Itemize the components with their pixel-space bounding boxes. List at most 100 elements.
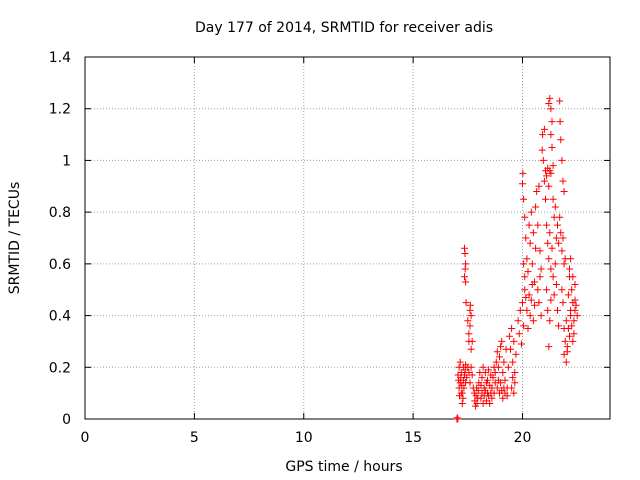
data-point: [460, 384, 468, 392]
data-point: [462, 278, 470, 286]
data-point: [503, 392, 511, 400]
data-point: [552, 234, 560, 242]
data-point: [549, 162, 557, 170]
data-point: [486, 400, 494, 407]
data-point: [536, 273, 544, 281]
data-point: [466, 301, 474, 309]
data-point: [544, 306, 552, 314]
data-point: [474, 387, 482, 395]
y-tick-label: 0.8: [49, 205, 71, 221]
data-point: [557, 136, 565, 144]
data-point: [548, 144, 556, 151]
data-point: [526, 312, 534, 320]
data-point: [500, 384, 508, 392]
data-point: [512, 350, 520, 358]
data-point: [466, 322, 474, 330]
data-point: [546, 229, 554, 237]
data-point: [561, 337, 569, 345]
data-point: [519, 299, 526, 307]
data-point: [571, 296, 579, 304]
data-point: [509, 374, 517, 382]
data-point: [558, 247, 566, 255]
data-point: [543, 286, 551, 294]
data-point: [545, 182, 553, 190]
data-point: [525, 221, 533, 229]
data-point: [542, 195, 549, 203]
data-point: [539, 131, 547, 139]
y-axis-label: SRMTID / TECUs: [7, 182, 23, 295]
y-tick-label: 0: [62, 412, 71, 428]
data-points: [453, 94, 581, 423]
data-point: [549, 195, 557, 203]
data-point: [566, 265, 573, 273]
data-point: [528, 281, 536, 288]
data-point: [543, 172, 551, 180]
data-point: [549, 273, 557, 281]
data-point: [526, 239, 534, 247]
data-point: [488, 394, 496, 402]
data-point: [489, 374, 497, 382]
data-point: [510, 337, 518, 345]
data-point: [485, 366, 493, 374]
data-point: [562, 317, 570, 325]
data-point: [511, 379, 519, 387]
data-point: [551, 203, 559, 211]
data-point: [487, 389, 495, 397]
data-point: [511, 369, 519, 376]
y-tick-label: 0.6: [49, 257, 71, 273]
data-point: [520, 195, 528, 203]
chart-title: Day 177 of 2014, SRMTID for receiver adi…: [195, 20, 493, 36]
data-point: [571, 306, 579, 314]
data-point: [566, 332, 573, 340]
data-point: [547, 265, 555, 273]
data-point: [540, 125, 548, 133]
data-point: [524, 268, 532, 276]
data-point: [562, 358, 570, 366]
data-point: [515, 330, 523, 338]
data-point: [567, 255, 575, 263]
data-point: [564, 291, 572, 299]
data-point: [558, 286, 566, 294]
data-point: [532, 203, 540, 211]
data-point: [546, 317, 554, 325]
data-point: [548, 244, 556, 252]
data-point: [467, 363, 475, 371]
data-point: [467, 312, 475, 320]
tick-layer: 0 5 10 15 20 0 0.2 0.4 0.6 0.8 1 1.2 1.4: [49, 50, 610, 446]
data-point: [459, 394, 467, 402]
data-point: [467, 345, 475, 353]
data-point: [521, 213, 529, 221]
data-point: [547, 105, 555, 113]
data-point: [484, 376, 491, 384]
data-point: [468, 337, 476, 345]
data-point: [520, 322, 528, 330]
x-tick-label: 0: [81, 430, 90, 446]
x-tick-label: 10: [295, 430, 313, 446]
data-point: [461, 273, 468, 281]
data-point: [521, 286, 529, 294]
data-point: [544, 239, 552, 247]
data-point: [558, 156, 566, 164]
data-point: [527, 208, 535, 216]
data-point: [499, 394, 507, 402]
data-point: [569, 273, 577, 281]
data-point: [550, 291, 558, 299]
data-point: [557, 229, 565, 237]
data-point: [534, 286, 542, 294]
data-point: [555, 239, 563, 247]
data-point: [570, 317, 578, 325]
data-point: [461, 250, 469, 257]
data-point: [519, 180, 526, 188]
data-point: [552, 281, 560, 288]
plot-frame: [84, 56, 611, 420]
y-tick-label: 0.2: [49, 360, 71, 376]
data-point: [522, 234, 530, 242]
data-point: [504, 363, 512, 371]
data-point: [478, 374, 486, 382]
data-point: [560, 188, 568, 195]
data-point: [535, 182, 543, 190]
data-point: [508, 325, 516, 332]
data-point: [525, 291, 533, 299]
data-point: [570, 330, 578, 338]
y-tick-label: 1: [62, 153, 71, 169]
